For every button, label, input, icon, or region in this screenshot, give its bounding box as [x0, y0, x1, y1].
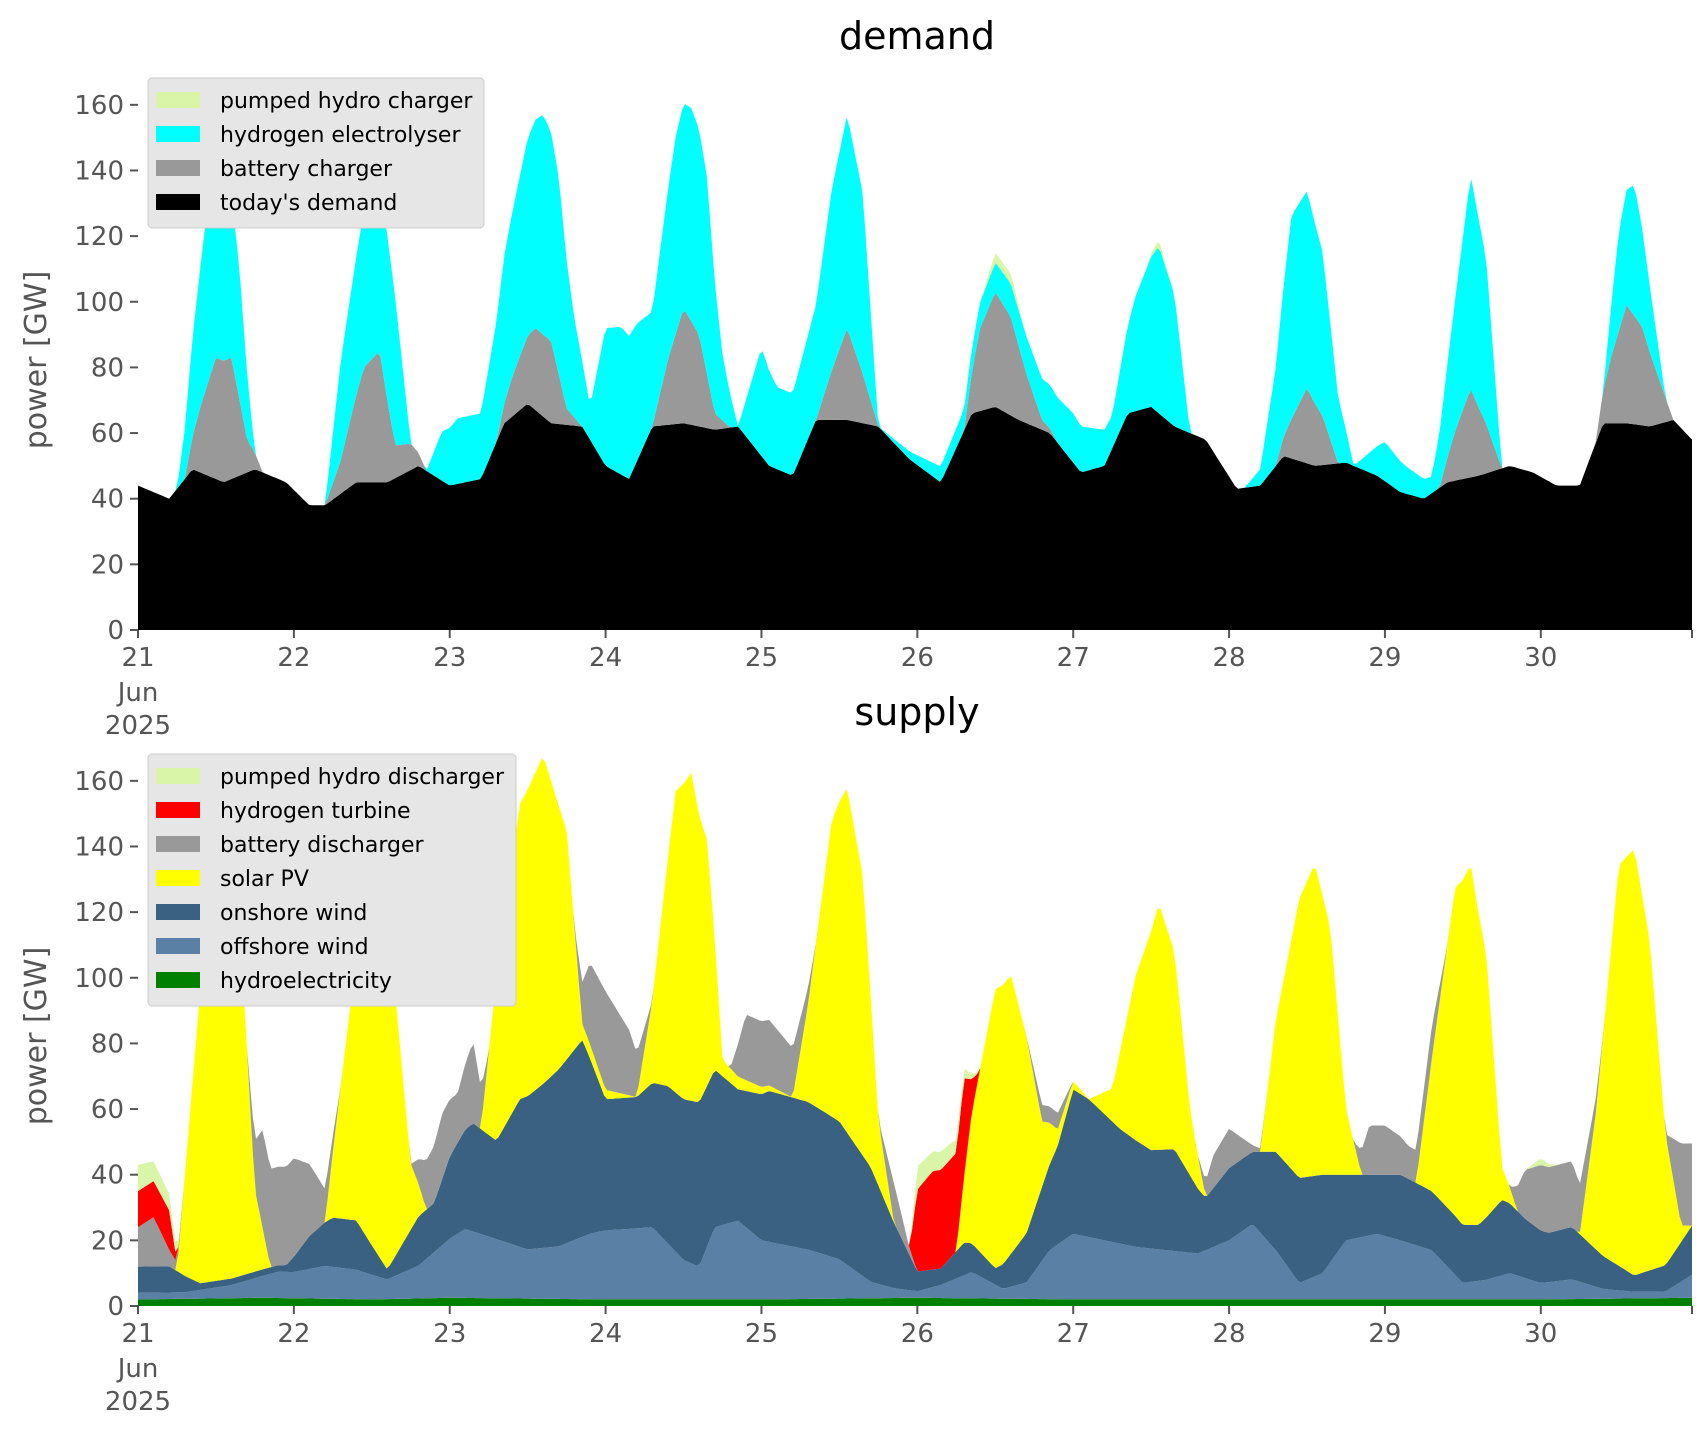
legend-swatch-hydrogen-electrolyser	[156, 126, 200, 142]
legend-label-solar-pv: solar PV	[220, 867, 309, 892]
legend-label-hydrogen-turbine: hydrogen turbine	[220, 799, 411, 824]
legend-swatch-offshore-wind	[156, 938, 200, 954]
x-tick-sublabel: Jun	[116, 1354, 159, 1384]
area-onshore-wind	[138, 1040, 1692, 1293]
area-battery-discharger	[138, 758, 1692, 1272]
legend-swatch-onshore-wind	[156, 904, 200, 920]
x-tick-sublabel: 2025	[105, 711, 171, 741]
area-battery-charger	[138, 292, 1692, 506]
area-solar-pv	[138, 758, 1692, 1284]
x-tick-sublabel: Jun	[116, 678, 159, 708]
legend-label-hydroelectricity: hydroelectricity	[220, 969, 392, 994]
area-offshore-wind	[138, 1220, 1692, 1300]
legend-swatch-today-s-demand	[156, 194, 200, 210]
legend-swatch-pumped-hydro-discharger	[156, 768, 200, 784]
legend: pumped hydro discharger hydrogen turbine b…	[147, 753, 517, 1007]
x-tick-label: 28	[1213, 1319, 1246, 1349]
x-tick-label: 30	[1524, 643, 1557, 673]
chart-title: supply	[854, 690, 979, 734]
x-tick-label: 29	[1368, 1319, 1401, 1349]
chart-title: demand	[839, 14, 995, 58]
x-tick-label: 28	[1213, 643, 1246, 673]
x-tick-label: 21	[121, 643, 154, 673]
y-tick-label: 0	[107, 1292, 124, 1322]
x-tick-label: 26	[901, 643, 934, 673]
x-tick-label: 23	[433, 1319, 466, 1349]
area-today-s-demand	[138, 404, 1692, 630]
y-tick-label: 40	[91, 1161, 124, 1191]
y-tick-label: 120	[74, 222, 124, 252]
x-tick-label: 23	[433, 643, 466, 673]
y-tick-label: 160	[74, 91, 124, 121]
legend-label-pumped-hydro-discharger: pumped hydro discharger	[220, 765, 505, 790]
x-tick-sublabel: 2025	[105, 1387, 171, 1417]
y-tick-label: 100	[74, 288, 124, 318]
y-tick-label: 80	[91, 353, 124, 383]
y-tick-label: 100	[74, 964, 124, 994]
y-tick-label: 60	[91, 1095, 124, 1125]
x-tick-label: 30	[1524, 1319, 1557, 1349]
x-tick-label: 27	[1057, 1319, 1090, 1349]
y-tick-label: 60	[91, 419, 124, 449]
legend-box	[147, 77, 485, 229]
legend-label-today-s-demand: today's demand	[220, 191, 397, 216]
legend-swatch-battery-charger	[156, 160, 200, 176]
x-tick-label: 22	[277, 1319, 310, 1349]
legend-box	[147, 753, 517, 1007]
legend-swatch-hydrogen-turbine	[156, 802, 200, 818]
y-axis-label: power [GW]	[19, 947, 54, 1126]
area-hydroelectricity	[138, 1297, 1692, 1306]
y-tick-label: 80	[91, 1029, 124, 1059]
legend-label-onshore-wind: onshore wind	[220, 901, 367, 926]
x-tick-label: 29	[1368, 643, 1401, 673]
y-tick-label: 160	[74, 767, 124, 797]
y-tick-label: 0	[107, 616, 124, 646]
x-tick-label: 24	[589, 643, 622, 673]
legend-label-offshore-wind: offshore wind	[220, 935, 369, 960]
area-layer	[138, 104, 1692, 630]
legend: pumped hydro charger hydrogen electrolyse…	[147, 77, 485, 229]
x-tick-label: 25	[745, 643, 778, 673]
legend-swatch-hydroelectricity	[156, 972, 200, 988]
y-tick-label: 20	[91, 1226, 124, 1256]
legend-label-battery-discharger: battery discharger	[220, 833, 425, 858]
x-tick-label: 22	[277, 643, 310, 673]
legend-label-battery-charger: battery charger	[220, 157, 393, 182]
legend-swatch-solar-pv	[156, 870, 200, 886]
x-tick-label: 21	[121, 1319, 154, 1349]
x-tick-label: 24	[589, 1319, 622, 1349]
x-tick-label: 25	[745, 1319, 778, 1349]
y-tick-label: 40	[91, 485, 124, 515]
legend-swatch-battery-discharger	[156, 836, 200, 852]
y-axis-label: power [GW]	[19, 271, 54, 450]
y-tick-label: 140	[74, 156, 124, 186]
area-layer	[138, 758, 1692, 1306]
x-tick-label: 26	[901, 1319, 934, 1349]
y-tick-label: 20	[91, 550, 124, 580]
legend-label-pumped-hydro-charger: pumped hydro charger	[220, 89, 473, 114]
y-tick-label: 140	[74, 832, 124, 862]
legend-swatch-pumped-hydro-charger	[156, 92, 200, 108]
y-tick-label: 120	[74, 898, 124, 928]
area-hydrogen-electrolyser	[138, 104, 1692, 506]
x-tick-label: 27	[1057, 643, 1090, 673]
legend-label-hydrogen-electrolyser: hydrogen electrolyser	[220, 123, 461, 148]
